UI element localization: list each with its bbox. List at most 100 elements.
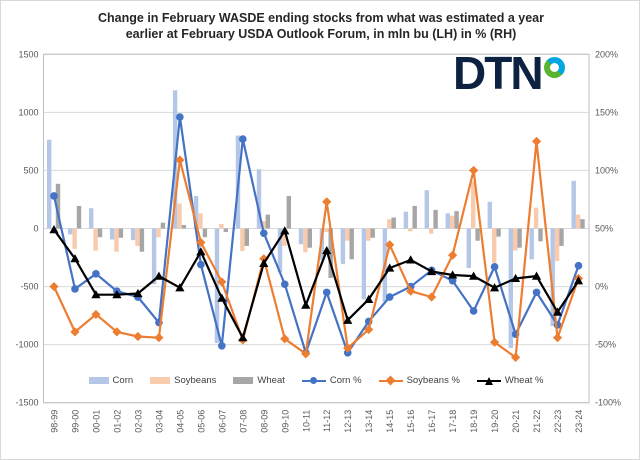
- right-axis-tick: 50%: [595, 224, 613, 234]
- dtn-logo-circle-icon: [543, 57, 565, 78]
- diamond-marker: [322, 197, 332, 207]
- x-axis-tick: 18-19: [469, 410, 479, 433]
- series-line: [53, 228, 580, 341]
- bar: [412, 205, 417, 229]
- bar: [68, 228, 73, 235]
- legend-label: Soybeans %: [406, 375, 460, 386]
- diamond-marker: [91, 309, 101, 320]
- right-axis-tick: 200%: [595, 49, 618, 59]
- right-axis-tick: 0%: [595, 282, 608, 292]
- bar: [156, 228, 161, 238]
- chart-title-line1: Change in February WASDE ending stocks f…: [98, 11, 544, 25]
- bar: [256, 169, 262, 229]
- bar: [554, 228, 560, 261]
- bar: [177, 203, 182, 229]
- left-axis-tick: 0: [33, 224, 38, 234]
- bar: [181, 225, 187, 229]
- circle-marker: [197, 260, 205, 269]
- circle-marker: [259, 229, 268, 237]
- left-axis-tick: -1500: [15, 398, 38, 408]
- legend-item-wheat-pct: Wheat %: [476, 375, 543, 386]
- bar: [340, 228, 346, 264]
- bar: [366, 228, 371, 241]
- bar: [76, 205, 82, 229]
- triangle-marker: [70, 254, 80, 263]
- bar: [135, 228, 140, 246]
- bar: [466, 228, 471, 268]
- left-axis-tick: 500: [23, 165, 38, 175]
- bar: [429, 228, 434, 234]
- bar: [286, 196, 291, 229]
- diamond-marker: [217, 277, 227, 287]
- bar: [391, 217, 396, 229]
- bar: [387, 219, 392, 229]
- legend-bar-swatch: [150, 377, 171, 384]
- circle-marker: [469, 307, 478, 315]
- bar: [160, 222, 166, 229]
- right-axis-tick: -100%: [595, 398, 621, 408]
- bar: [445, 213, 450, 229]
- diamond-marker: [112, 327, 122, 337]
- bar: [496, 228, 501, 237]
- bar: [277, 228, 283, 273]
- triangle-marker: [49, 225, 59, 234]
- left-axis-tick: -500: [20, 282, 38, 292]
- x-axis-tick: 22-23: [553, 410, 563, 433]
- diamond-marker: [510, 352, 521, 363]
- x-axis-tick: 01-02: [112, 410, 122, 433]
- triangle-marker: [91, 290, 101, 299]
- diamond-marker: [343, 343, 353, 353]
- circle-marker: [239, 135, 247, 143]
- bar: [118, 228, 124, 238]
- x-axis-tick: 07-08: [238, 410, 248, 433]
- legend-label: Wheat: [257, 375, 285, 386]
- triangle-marker: [133, 288, 143, 298]
- triangle-marker: [217, 293, 227, 302]
- bar: [139, 228, 145, 252]
- triangle-marker: [280, 226, 290, 235]
- bar: [349, 228, 354, 260]
- diamond-marker: [196, 237, 206, 248]
- bar: [89, 208, 94, 229]
- x-axis-tick: 08-09: [259, 410, 269, 433]
- bar: [454, 211, 459, 229]
- axis-labels: 1500 1000 500 0 -500 -1000 -1500 200% 150% 100% 50…: [15, 49, 621, 432]
- dtn-logo: DTN: [453, 50, 565, 96]
- left-axis-tick: 1000: [18, 107, 38, 117]
- x-axis-tick: 17-18: [448, 410, 458, 433]
- triangle-marker: [510, 273, 521, 283]
- bar: [114, 228, 119, 252]
- bar: [223, 228, 228, 232]
- x-axis-tick: 14-15: [385, 410, 395, 433]
- x-axis-tick: 16-17: [427, 410, 437, 433]
- triangle-marker: [112, 290, 122, 299]
- x-axis-tick: 20-21: [511, 410, 521, 433]
- triangle-marker: [301, 300, 311, 309]
- circle-marker: [280, 280, 289, 289]
- triangle-marker: [406, 255, 416, 264]
- x-axis-tick: 23-24: [574, 410, 584, 433]
- bar: [282, 228, 287, 246]
- bar: [198, 213, 203, 229]
- triangle-marker: [259, 258, 269, 267]
- bar: [529, 228, 534, 260]
- circle-marker: [343, 348, 352, 357]
- triangle-marker: [238, 333, 248, 342]
- triangle-marker: [469, 271, 479, 280]
- triangle-marker: [489, 283, 500, 292]
- bar: [93, 228, 98, 251]
- bar: [550, 228, 555, 327]
- right-axis-tick: 100%: [595, 165, 618, 175]
- bar: [571, 180, 576, 229]
- x-axis-tick: 09-10: [280, 410, 290, 433]
- legend-line-swatch: [476, 376, 501, 385]
- diamond-marker: [469, 165, 479, 176]
- x-axis-tick: 12-13: [343, 410, 353, 433]
- plot-border: [43, 53, 590, 404]
- x-axis-tick: 21-22: [532, 410, 542, 433]
- circle-marker: [176, 113, 184, 121]
- circle-marker: [490, 263, 499, 271]
- legend-item-soybeans-pct: Soybeans %: [378, 375, 460, 386]
- right-axis-tick: -50%: [595, 340, 616, 350]
- bar: [109, 228, 115, 240]
